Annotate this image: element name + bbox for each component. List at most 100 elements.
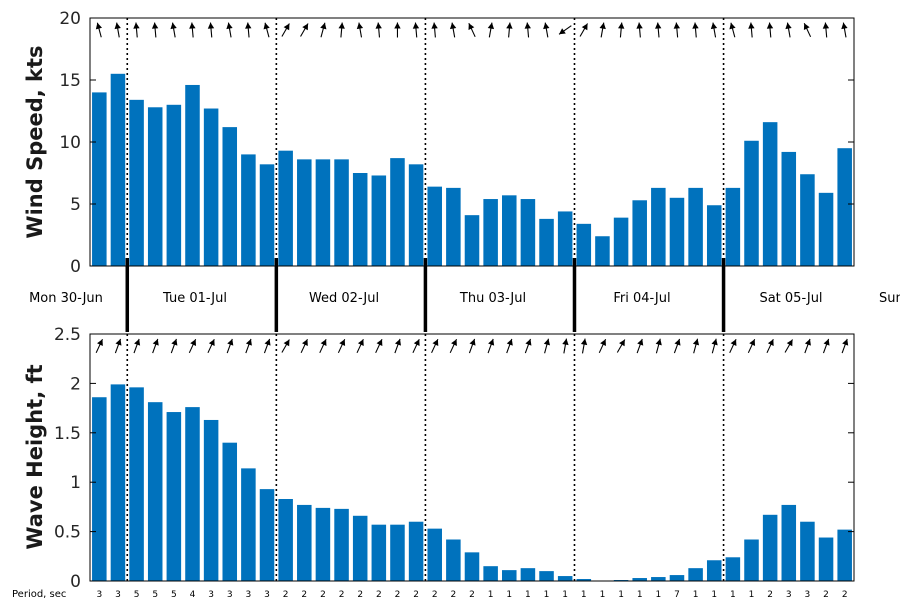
wind-ytick-label: 10	[59, 133, 81, 153]
wave-direction-arrow	[245, 338, 252, 354]
wave-ytick-label: 1.5	[54, 424, 81, 444]
wind-direction-arrow	[338, 22, 345, 38]
wind-direction-arrow	[558, 25, 572, 35]
wind-bar	[781, 151, 797, 266]
wind-direction-arrow	[729, 22, 736, 38]
wave-ytick-label: 1	[70, 473, 81, 493]
period-title: Period, sec	[12, 589, 66, 600]
period-label: 1	[525, 590, 531, 600]
wind-bar	[147, 107, 163, 266]
wave-direction-arrow	[543, 338, 551, 354]
wave-bar	[632, 578, 647, 581]
wind-direction-arrow	[748, 22, 755, 38]
wave-direction-arrow	[506, 338, 513, 354]
period-label: 1	[693, 590, 699, 600]
wind-direction-arrow	[822, 22, 830, 38]
wave-bar	[818, 537, 834, 581]
wave-bar	[297, 504, 312, 581]
wind-direction-arrow	[766, 22, 774, 38]
wave-ytick-label: 2	[70, 374, 81, 394]
wind-bar	[185, 84, 200, 267]
wind-direction-arrows	[95, 22, 848, 38]
wind-y-axis-label: Wind Speed, kts	[23, 45, 47, 238]
wave-bar	[110, 384, 126, 581]
wind-direction-arrow	[207, 22, 215, 38]
period-label: 2	[469, 590, 475, 600]
wave-direction-arrow	[281, 339, 290, 353]
wind-bar	[352, 173, 368, 266]
period-label: 3	[96, 590, 102, 600]
wave-direction-arrow	[487, 338, 495, 354]
wave-ytick-label: 2.5	[54, 325, 81, 345]
period-row: Period, sec 3 3 5 5 5 4 3 3 3 3 2 2 2 2 2 2 2 2 2 2 2 1 1 1 1 1 1 1…	[12, 589, 848, 600]
day-label-sun: Sun	[879, 291, 900, 306]
wind-day-separators	[126, 18, 725, 266]
wind-direction-arrow	[189, 22, 196, 38]
wind-bar	[669, 197, 685, 266]
period-label: 2	[767, 590, 773, 600]
period-label: 1	[544, 590, 550, 600]
wave-direction-arrow	[524, 338, 532, 354]
period-label: 2	[842, 590, 848, 600]
wind-bar	[446, 187, 461, 266]
wave-bar	[371, 524, 387, 581]
wind-direction-arrow	[356, 22, 364, 38]
day-label-tue: Tue 01-Jul	[162, 291, 227, 306]
wave-direction-arrow	[95, 338, 103, 354]
wind-bar	[408, 164, 424, 266]
wind-direction-arrow	[506, 22, 513, 38]
wave-direction-arrow	[431, 338, 439, 354]
wave-y-axis-label: Wave Height, ft	[23, 364, 47, 549]
wave-ytick-label: 0.5	[54, 523, 81, 543]
wave-bar	[92, 397, 107, 581]
wave-direction-arrow	[207, 338, 215, 354]
wave-bar	[837, 529, 852, 581]
wind-direction-arrow	[468, 22, 476, 38]
period-label: 2	[320, 590, 326, 600]
wave-direction-arrow	[747, 338, 756, 354]
wave-bar	[744, 539, 759, 581]
wave-direction-arrow	[784, 339, 794, 353]
wind-bar	[520, 199, 536, 266]
wave-bar	[520, 568, 536, 581]
wind-bar	[502, 195, 517, 266]
wave-direction-arrow	[356, 338, 364, 354]
period-label: 3	[246, 590, 252, 600]
wind-bar	[464, 215, 480, 266]
wind-direction-arrow	[114, 22, 121, 38]
wind-direction-arrow	[618, 22, 625, 38]
wave-direction-arrow	[263, 338, 271, 354]
wind-bar	[203, 108, 219, 267]
wind-direction-arrow	[320, 22, 327, 38]
wind-direction-arrow	[170, 22, 177, 38]
wind-direction-arrow	[394, 22, 401, 38]
wind-ytick-label: 20	[59, 9, 81, 29]
wave-direction-arrow	[822, 338, 830, 354]
wave-direction-arrow	[616, 339, 626, 353]
wave-direction-arrow	[300, 338, 308, 354]
wind-bar	[222, 127, 238, 267]
wave-direction-arrow	[188, 338, 197, 354]
day-label-sat: Sat 05-Jul	[759, 291, 822, 306]
wind-direction-arrow	[412, 22, 420, 38]
wave-bar	[427, 528, 442, 581]
wave-bar	[688, 568, 703, 581]
wave-bar	[241, 468, 256, 581]
wind-bars	[92, 73, 852, 267]
period-label: 3	[805, 590, 811, 600]
period-label: 3	[115, 590, 121, 600]
wind-direction-arrow	[543, 22, 550, 38]
wave-direction-arrow	[394, 338, 401, 354]
period-label: 1	[506, 590, 512, 600]
period-label: 1	[637, 590, 643, 600]
wind-direction-arrow	[599, 22, 606, 38]
wind-bar	[800, 174, 815, 266]
wave-bar	[278, 499, 293, 581]
period-label: 1	[600, 590, 606, 600]
wind-direction-arrow	[95, 22, 103, 38]
period-label: 5	[152, 590, 158, 600]
wind-bar	[762, 122, 778, 266]
period-label: 1	[562, 590, 568, 600]
wave-direction-arrow	[133, 338, 141, 354]
wave-direction-arrow	[412, 338, 420, 354]
